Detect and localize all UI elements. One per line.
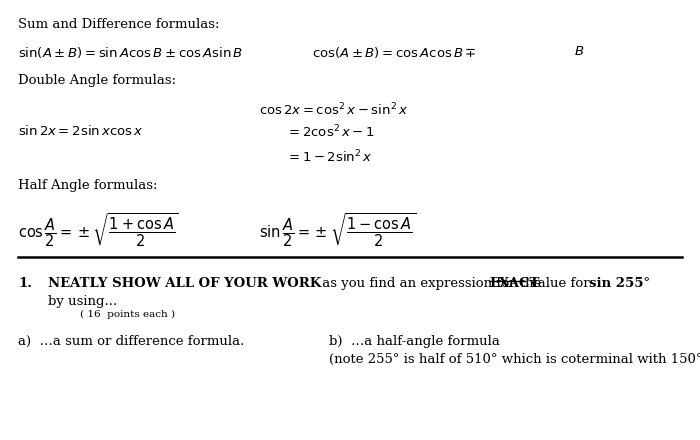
Text: NEATLY SHOW ALL OF YOUR WORK: NEATLY SHOW ALL OF YOUR WORK: [48, 277, 321, 290]
Text: $\sin(A\pm B)=\sin A\cos B\pm\cos A\sin B$: $\sin(A\pm B)=\sin A\cos B\pm\cos A\sin …: [18, 45, 243, 60]
Text: as you find an expression for the: as you find an expression for the: [318, 277, 546, 290]
Text: $\cos 2x=\cos^2 x-\sin^2 x$: $\cos 2x=\cos^2 x-\sin^2 x$: [259, 101, 408, 118]
Text: $=1-2\sin^2 x$: $=1-2\sin^2 x$: [286, 149, 372, 165]
Text: by using...: by using...: [48, 295, 117, 308]
Text: $\sin 2x=2\sin x\cos x$: $\sin 2x=2\sin x\cos x$: [18, 124, 144, 138]
Text: EXACT: EXACT: [489, 277, 540, 290]
Text: a)  …a sum or difference formula.: a) …a sum or difference formula.: [18, 335, 244, 348]
Text: $\cos\dfrac{A}{2}=\pm\sqrt{\dfrac{1+\cos A}{2}}$: $\cos\dfrac{A}{2}=\pm\sqrt{\dfrac{1+\cos…: [18, 211, 179, 249]
Text: $B$: $B$: [574, 45, 584, 58]
Text: $\cos(A\pm B)=\cos A\cos B\mp$: $\cos(A\pm B)=\cos A\cos B\mp$: [312, 45, 476, 60]
Text: value for: value for: [526, 277, 594, 290]
Text: Half Angle formulas:: Half Angle formulas:: [18, 179, 158, 192]
Text: $=2\cos^2 x-1$: $=2\cos^2 x-1$: [286, 124, 374, 141]
Text: b)  …a half-angle formula: b) …a half-angle formula: [329, 335, 500, 348]
Text: sin 255°: sin 255°: [589, 277, 650, 290]
Text: (note 255° is half of 510° which is coterminal with 150°).: (note 255° is half of 510° which is cote…: [329, 353, 700, 366]
Text: Sum and Difference formulas:: Sum and Difference formulas:: [18, 18, 220, 32]
Text: ( 16  points each ): ( 16 points each ): [80, 310, 176, 319]
Text: Double Angle formulas:: Double Angle formulas:: [18, 74, 176, 87]
Text: $\sin\dfrac{A}{2}=\pm\sqrt{\dfrac{1-\cos A}{2}}$: $\sin\dfrac{A}{2}=\pm\sqrt{\dfrac{1-\cos…: [259, 211, 416, 249]
Text: 1.: 1.: [18, 277, 32, 290]
